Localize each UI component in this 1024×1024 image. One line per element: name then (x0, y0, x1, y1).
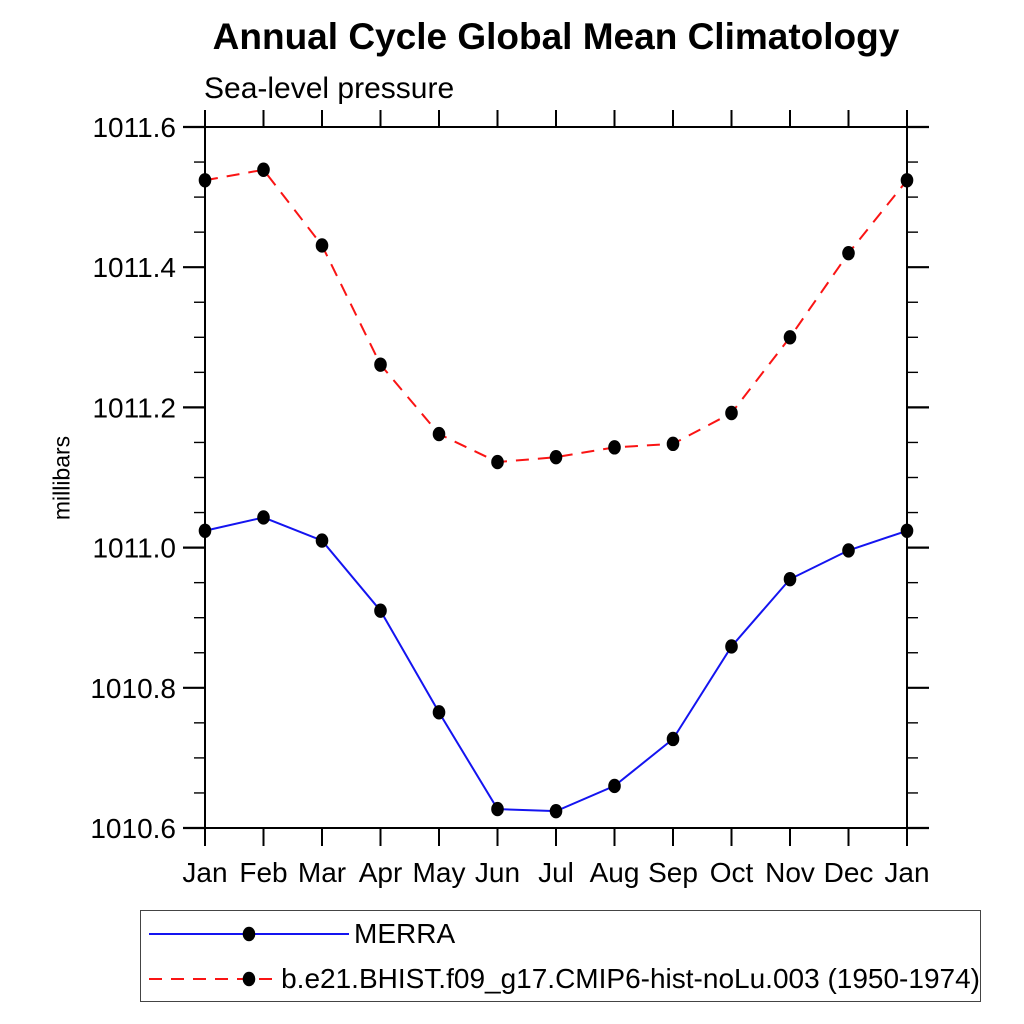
data-point-marker-s0 (666, 731, 680, 747)
x-tick-label: Mar (298, 857, 346, 888)
data-point-marker-s0 (198, 523, 212, 538)
data-point-marker-s0 (842, 543, 855, 558)
chart-subtitle: Sea-level pressure (204, 72, 455, 105)
legend: MERRA b.e21.BHIST.f09_g17.CMIP6-hist-noLu… (140, 910, 981, 1002)
data-point-marker-s0 (374, 603, 387, 618)
x-tick-label: Jun (475, 857, 520, 888)
data-point-marker-s1 (491, 454, 504, 470)
series-line-0 (204, 516, 908, 813)
y-tick-label: 1011.6 (92, 112, 176, 143)
series-line-1 (204, 168, 908, 464)
data-point-marker-s1 (608, 440, 621, 455)
x-tick-label: Aug (590, 857, 640, 888)
data-point-marker-s1 (842, 245, 855, 261)
data-point-marker-s1 (374, 357, 387, 372)
y-tick-label: 1010.8 (90, 673, 176, 704)
data-point-marker-s0 (549, 803, 563, 819)
data-point-marker-s0 (432, 705, 446, 720)
legend-sample-1 (149, 971, 280, 986)
y-tick-label: 1011.4 (92, 252, 176, 283)
data-point-marker-s1 (257, 162, 270, 177)
x-tick-label: Apr (359, 857, 403, 888)
data-point-marker-s0 (900, 523, 914, 538)
x-tick-label: Jan (884, 857, 929, 888)
plot-frame (204, 126, 908, 829)
data-point-marker-s0 (257, 510, 270, 525)
x-tick-label: Nov (765, 857, 815, 888)
x-tick-label: Sep (648, 857, 698, 888)
data-point-marker-s0 (725, 639, 738, 654)
legend-sample-0 (149, 926, 349, 941)
legend-item-0: MERRA (141, 911, 980, 956)
chart-title: Annual Cycle Global Mean Climatology (212, 16, 900, 57)
legend-item-1: b.e21.BHIST.f09_g17.CMIP6-hist-noLu.003 … (141, 956, 980, 1001)
legend-label-0: MERRA (354, 917, 456, 949)
data-point-marker-s0 (315, 533, 329, 548)
data-point-marker-s0 (491, 801, 504, 817)
x-tick-label: Feb (239, 857, 287, 888)
data-point-marker-s1 (900, 173, 914, 188)
data-point-marker-s0 (608, 778, 621, 794)
data-point-marker-s1 (549, 449, 563, 465)
y-tick-label: 1011.2 (92, 392, 176, 423)
legend-marker-icon (242, 971, 256, 986)
data-point-marker-s1 (432, 426, 446, 442)
data-point-marker-s1 (198, 173, 212, 188)
data-point-marker-s1 (315, 238, 329, 253)
x-tick-label: Jan (182, 857, 227, 888)
data-point-marker-s0 (783, 571, 797, 587)
x-tick-label: Oct (710, 857, 754, 888)
data-point-marker-s1 (666, 436, 680, 452)
x-tick-label: May (413, 857, 466, 888)
legend-marker-icon (242, 926, 256, 941)
data-point-marker-s1 (783, 330, 797, 345)
data-point-marker-s1 (725, 405, 738, 421)
x-tick-label: Dec (824, 857, 874, 888)
x-tick-label: Jul (538, 857, 574, 888)
legend-label-1: b.e21.BHIST.f09_g17.CMIP6-hist-noLu.003 … (281, 962, 980, 994)
y-tick-label: 1010.6 (90, 813, 176, 844)
y-tick-label: 1011.0 (92, 533, 176, 564)
